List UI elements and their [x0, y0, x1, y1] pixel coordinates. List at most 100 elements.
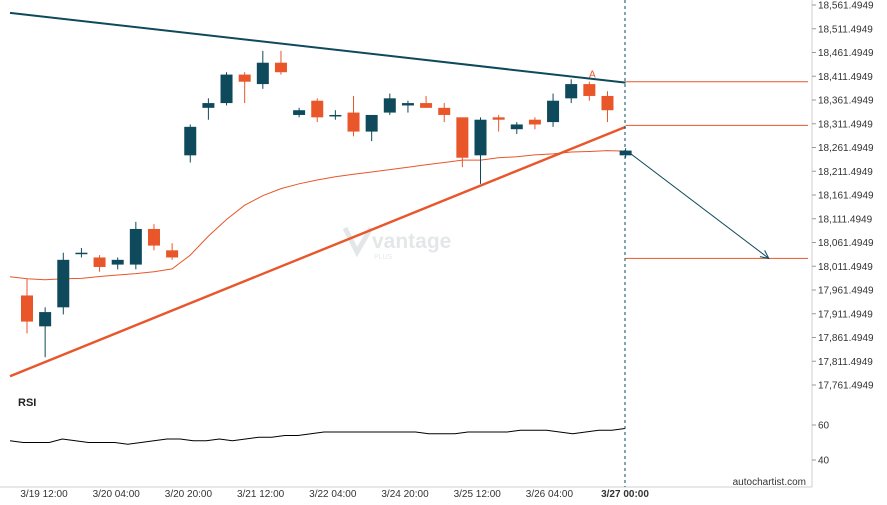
price-tick-label: 17,911.4949 [818, 309, 873, 320]
resistance-trendline [9, 11, 626, 84]
rsi-label: RSI [18, 397, 36, 409]
price-tick-label: 18,011.4949 [818, 262, 873, 273]
candle-body [75, 252, 88, 255]
time-tick-label: 3/20 20:00 [165, 489, 213, 500]
candle [238, 72, 251, 104]
candle-body [129, 228, 142, 265]
moving-average [9, 150, 626, 281]
candle-body [202, 103, 215, 108]
price-tick-label: 18,111.4949 [818, 214, 873, 225]
candle [583, 81, 596, 101]
candle [311, 98, 324, 123]
rsi-panel [9, 428, 626, 445]
candle [274, 50, 287, 75]
candles [21, 50, 632, 358]
candle [474, 117, 487, 184]
candle [565, 79, 578, 104]
candle [57, 252, 70, 315]
candle [601, 91, 614, 123]
candle [347, 95, 360, 137]
time-tick-label: 3/21 12:00 [237, 489, 285, 500]
candle-body [456, 117, 469, 158]
price-axis-ticks: 18,561.4949 18,511.4949 18,461.4949 18,411.… [812, 1, 874, 392]
candle [456, 117, 469, 168]
candle [129, 221, 142, 270]
time-tick-label: 3/27 00:00 [601, 489, 649, 500]
candle [438, 103, 451, 123]
price-tick-label: 18,261.4949 [818, 143, 874, 154]
pattern-point-label: A [589, 69, 596, 80]
candle [21, 278, 33, 334]
candle-body [474, 119, 487, 156]
candle-body [583, 84, 596, 96]
candle [166, 243, 179, 260]
candle [256, 50, 269, 89]
candle [492, 114, 505, 132]
candle-body [492, 117, 505, 120]
candle-body [329, 114, 342, 117]
candle [75, 247, 88, 258]
time-tick-label: 3/24 20:00 [381, 489, 429, 500]
time-tick-label: 3/26 04:00 [526, 489, 574, 500]
time-tick-label: 3/22 04:00 [309, 489, 357, 500]
candle-body [510, 124, 523, 130]
price-tick-label: 17,811.4949 [818, 357, 873, 368]
candle-body [365, 114, 378, 132]
watermark: vantage PLUS [342, 226, 451, 261]
price-tick-label: 18,461.4949 [818, 48, 874, 59]
candle-body [274, 62, 287, 73]
candle-body [293, 110, 306, 115]
price-tick-label: 18,211.4949 [818, 167, 873, 178]
candle-body [256, 62, 269, 85]
candle-body [39, 312, 52, 327]
time-tick-label: 3/25 12:00 [454, 489, 502, 500]
candle [93, 255, 106, 272]
candle-body [347, 112, 360, 132]
time-tick-label: 3/20 04:00 [93, 489, 141, 500]
candle-body [21, 295, 33, 322]
price-tick-label: 17,961.4949 [818, 286, 874, 297]
price-tick-label: 17,861.4949 [818, 333, 874, 344]
candle-body [383, 98, 396, 113]
candle-body [147, 228, 160, 246]
candle-body [401, 103, 414, 106]
candle-body [111, 259, 124, 265]
rsi-line [9, 428, 626, 445]
rsi-tick-label: 40 [818, 456, 830, 467]
price-tick-label: 17,761.4949 [818, 381, 874, 392]
candle-body [184, 126, 197, 156]
price-tick-label: 18,361.4949 [818, 96, 874, 107]
candle [147, 224, 160, 251]
candle [510, 122, 523, 134]
candle-body [601, 95, 614, 111]
candle [111, 257, 124, 270]
candle [528, 117, 541, 130]
candle [365, 114, 378, 142]
candle [293, 107, 306, 118]
price-tick-label: 18,061.4949 [818, 238, 874, 249]
watermark-logo-icon [342, 226, 374, 258]
candle-body [420, 103, 433, 108]
watermark-brand: vantage [372, 230, 451, 253]
rsi-axis-ticks: 60 40 [812, 421, 830, 467]
support-trendline [9, 125, 627, 378]
watermark-sub: PLUS [374, 254, 393, 261]
moving-average-line [9, 150, 626, 281]
footer-credit: autochartist.com [733, 477, 806, 488]
candle-body [311, 100, 324, 118]
time-tick-label: 3/19 12:00 [20, 489, 68, 500]
candle [39, 307, 52, 358]
candle-body [220, 74, 233, 104]
forecast-arrow-head-icon [759, 250, 770, 260]
candle-body [619, 150, 632, 156]
candle-body [528, 119, 541, 125]
candle [619, 148, 632, 158]
price-tick-label: 18,511.4949 [818, 24, 873, 35]
time-axis-ticks: 3/19 12:00 3/20 04:00 3/20 20:00 3/21 12:00… [20, 489, 649, 500]
candle-body [547, 100, 560, 123]
candle-body [93, 257, 106, 267]
price-tick-label: 18,311.4949 [818, 119, 873, 130]
price-tick-label: 18,561.4949 [818, 1, 874, 12]
candle [401, 100, 414, 113]
candle [202, 98, 215, 120]
